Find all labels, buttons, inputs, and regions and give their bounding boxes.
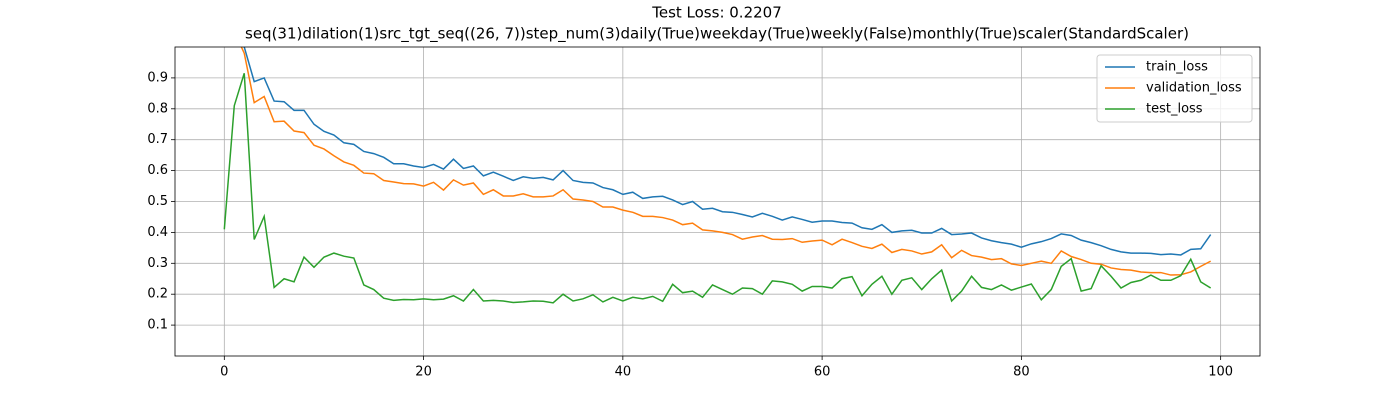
y-tick-label: 0.3 [147, 256, 168, 271]
y-tick-label: 0.2 [147, 287, 168, 302]
x-tick-label: 80 [1013, 365, 1030, 380]
y-tick-label: 0.8 [147, 101, 168, 116]
x-tick-label: 40 [615, 365, 632, 380]
legend-label: train_loss [1146, 60, 1208, 75]
chart-subtitle: seq(31)dilation(1)src_tgt_seq((26, 7))st… [245, 25, 1189, 44]
y-tick-label: 0.1 [147, 318, 168, 333]
line-series [240, 47, 1212, 276]
x-tick-label: 60 [814, 365, 831, 380]
line-series [223, 73, 1212, 304]
x-tick-label: 0 [220, 365, 228, 380]
legend-box [1096, 54, 1253, 123]
y-tick-label: 0.6 [147, 163, 168, 178]
x-tick-label: 100 [1208, 365, 1233, 380]
y-tick-label: 0.5 [147, 194, 168, 209]
chart-title: Test Loss: 0.2207 [651, 4, 782, 22]
x-tick-label: 20 [415, 365, 432, 380]
legend-label: test_loss [1146, 102, 1203, 117]
y-tick-label: 0.4 [147, 225, 168, 240]
legend-label: validation_loss [1146, 81, 1242, 96]
y-tick-label: 0.7 [147, 132, 168, 147]
y-tick-label: 0.9 [147, 70, 168, 85]
line-series [243, 47, 1212, 256]
